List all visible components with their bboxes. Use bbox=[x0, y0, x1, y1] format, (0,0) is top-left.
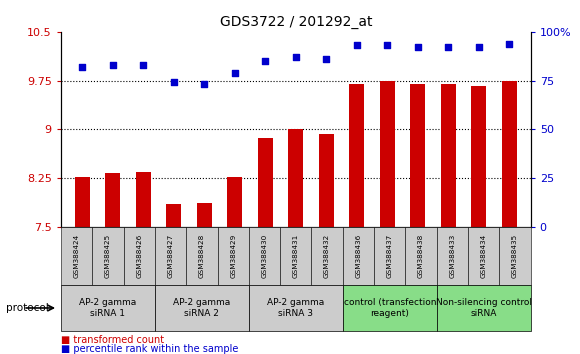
Bar bbox=[441, 85, 456, 227]
Bar bbox=[227, 177, 242, 227]
Bar bbox=[136, 172, 151, 227]
Bar bbox=[380, 81, 395, 227]
Bar bbox=[288, 129, 303, 227]
Text: GSM388429: GSM388429 bbox=[230, 234, 236, 278]
Point bbox=[383, 43, 392, 48]
Text: GSM388432: GSM388432 bbox=[324, 234, 330, 278]
Point bbox=[505, 41, 514, 46]
Point bbox=[474, 45, 484, 50]
Text: ■ transformed count: ■ transformed count bbox=[61, 335, 164, 345]
Text: GSM388433: GSM388433 bbox=[450, 234, 455, 278]
Point bbox=[291, 55, 300, 60]
Point bbox=[139, 62, 148, 68]
Bar bbox=[197, 203, 212, 227]
Point bbox=[108, 62, 117, 68]
Text: AP-2 gamma
siRNA 3: AP-2 gamma siRNA 3 bbox=[267, 298, 324, 318]
Point bbox=[230, 70, 240, 76]
Text: GSM388436: GSM388436 bbox=[356, 234, 361, 278]
Text: GSM388427: GSM388427 bbox=[168, 234, 173, 278]
Bar bbox=[318, 135, 334, 227]
Bar bbox=[471, 86, 487, 227]
Text: ■ percentile rank within the sample: ■ percentile rank within the sample bbox=[61, 344, 238, 354]
Text: AP-2 gamma
siRNA 2: AP-2 gamma siRNA 2 bbox=[173, 298, 230, 318]
Point bbox=[322, 56, 331, 62]
Text: GSM388437: GSM388437 bbox=[387, 234, 393, 278]
Bar bbox=[349, 85, 364, 227]
Text: GSM388425: GSM388425 bbox=[105, 234, 111, 278]
Text: protocol: protocol bbox=[6, 303, 49, 313]
Point bbox=[260, 58, 270, 64]
Point bbox=[169, 80, 179, 85]
Text: Non-silencing control
siRNA: Non-silencing control siRNA bbox=[436, 298, 532, 318]
Text: control (transfection
reagent): control (transfection reagent) bbox=[343, 298, 436, 318]
Point bbox=[444, 45, 453, 50]
Point bbox=[352, 43, 361, 48]
Text: GSM388435: GSM388435 bbox=[512, 234, 518, 278]
Text: GSM388431: GSM388431 bbox=[293, 234, 299, 278]
Point bbox=[78, 64, 87, 70]
Point bbox=[200, 81, 209, 87]
Text: GSM388434: GSM388434 bbox=[481, 234, 487, 278]
Bar bbox=[502, 81, 517, 227]
Text: GSM388426: GSM388426 bbox=[136, 234, 142, 278]
Point bbox=[413, 45, 422, 50]
Title: GDS3722 / 201292_at: GDS3722 / 201292_at bbox=[220, 16, 372, 29]
Bar bbox=[166, 204, 182, 227]
Bar bbox=[258, 138, 273, 227]
Text: GSM388430: GSM388430 bbox=[262, 234, 267, 278]
Text: GSM388424: GSM388424 bbox=[74, 234, 79, 278]
Text: AP-2 gamma
siRNA 1: AP-2 gamma siRNA 1 bbox=[79, 298, 136, 318]
Text: GSM388428: GSM388428 bbox=[199, 234, 205, 278]
Bar bbox=[410, 85, 426, 227]
Bar bbox=[75, 177, 90, 227]
Bar bbox=[105, 173, 121, 227]
Text: GSM388438: GSM388438 bbox=[418, 234, 424, 278]
